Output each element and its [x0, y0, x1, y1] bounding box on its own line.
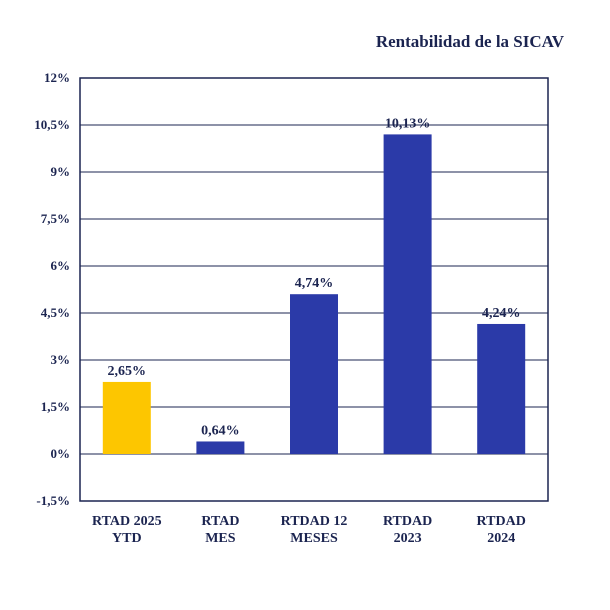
- y-tick-label: 3%: [51, 352, 71, 367]
- bar: [102, 381, 151, 454]
- data-label: 2,65%: [108, 364, 147, 379]
- x-tick-label: YTD: [112, 531, 142, 546]
- bar: [383, 134, 432, 454]
- bar: [477, 323, 526, 454]
- y-tick-label: 10,5%: [34, 117, 70, 132]
- x-tick-label: RTAD: [201, 514, 239, 529]
- x-tick-label: RTDAD 12: [281, 514, 348, 529]
- data-label: 4,74%: [295, 276, 334, 291]
- x-tick-label: 2023: [394, 531, 422, 546]
- x-tick-label: MESES: [290, 531, 338, 546]
- bar: [290, 294, 338, 454]
- data-label: 10,13%: [385, 116, 431, 131]
- data-label: 4,24%: [482, 306, 521, 321]
- y-tick-label: -1,5%: [36, 493, 70, 508]
- y-tick-label: 4,5%: [41, 305, 70, 320]
- data-label: 0,64%: [201, 423, 240, 438]
- y-tick-label: 9%: [51, 164, 71, 179]
- plot-frame: [79, 77, 549, 502]
- x-tick-label: RTDAD: [477, 514, 526, 529]
- bar: [196, 441, 245, 454]
- x-tick-label: MES: [205, 531, 236, 546]
- y-tick-label: 1,5%: [41, 399, 70, 414]
- y-tick-label: 7,5%: [41, 211, 70, 226]
- y-tick-label: 12%: [44, 70, 70, 85]
- y-tick-label: 0%: [51, 446, 71, 461]
- x-tick-label: RTDAD: [383, 514, 432, 529]
- chart-title: Rentabilidad de la SICAV: [375, 32, 564, 51]
- x-tick-label: 2024: [487, 531, 515, 546]
- x-tick-label: RTAD 2025: [92, 514, 162, 529]
- y-tick-label: 6%: [51, 258, 71, 273]
